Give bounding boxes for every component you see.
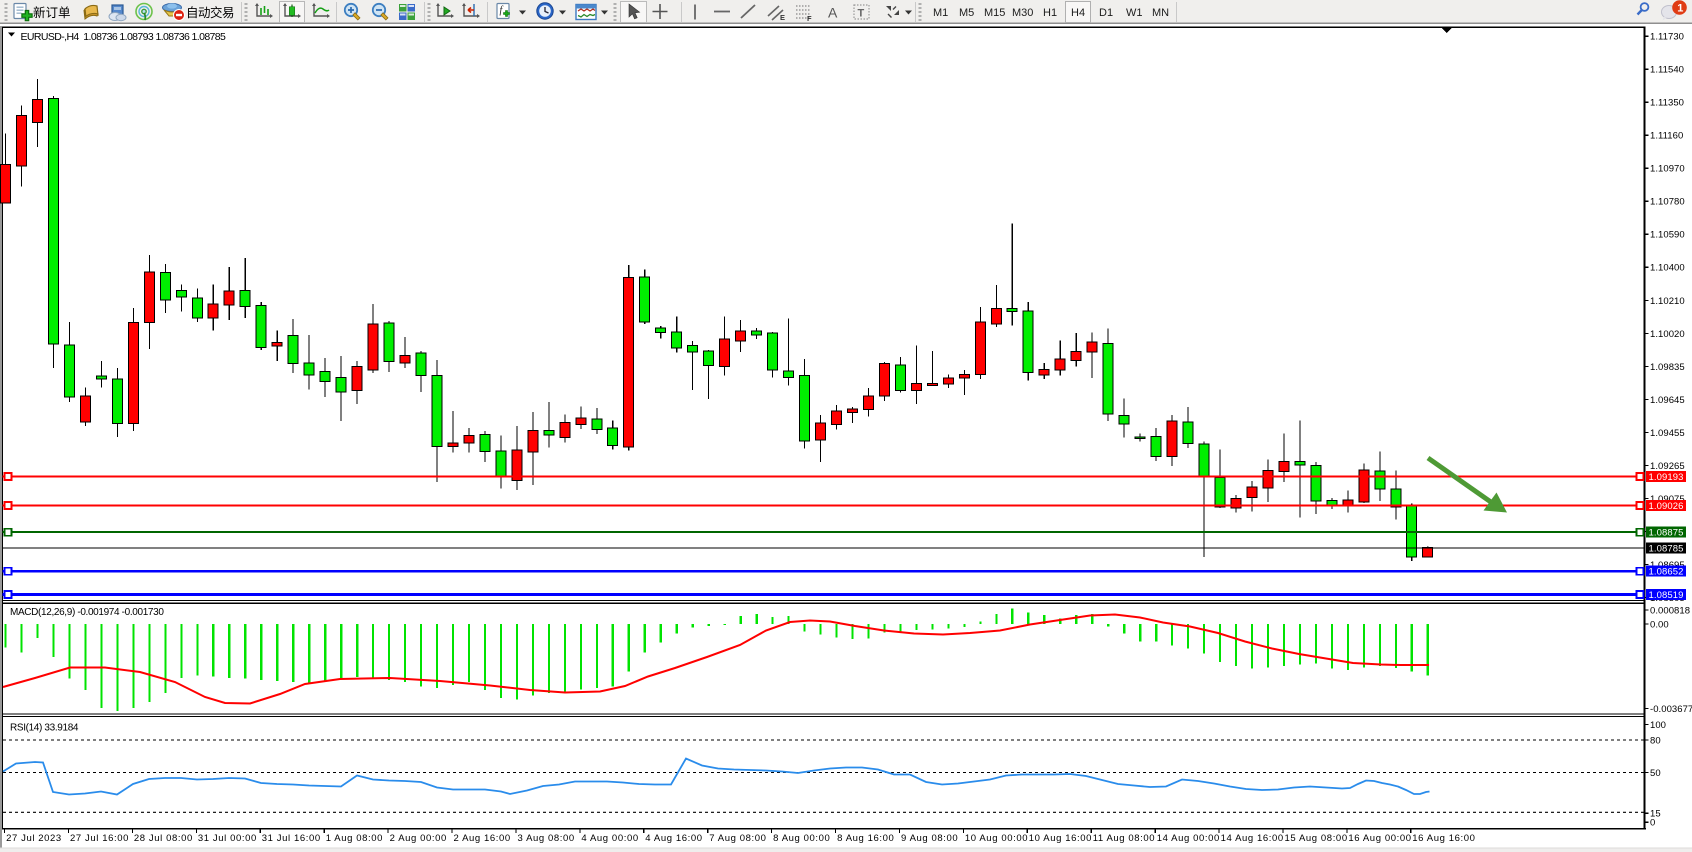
svg-text:1.08519: 1.08519 xyxy=(1649,590,1684,601)
svg-text:9 Aug 08:00: 9 Aug 08:00 xyxy=(901,833,958,844)
svg-text:8 Aug 16:00: 8 Aug 16:00 xyxy=(837,833,894,844)
svg-text:1 Aug 08:00: 1 Aug 08:00 xyxy=(326,833,383,844)
svg-text:H1: H1 xyxy=(1043,7,1057,19)
svg-text:F: F xyxy=(807,14,812,23)
svg-text:M15: M15 xyxy=(984,7,1005,19)
svg-text:f: f xyxy=(500,5,504,16)
svg-text:10 Aug 16:00: 10 Aug 16:00 xyxy=(1029,833,1092,844)
svg-text:16 Aug 16:00: 16 Aug 16:00 xyxy=(1412,833,1475,844)
svg-text:0.00: 0.00 xyxy=(1650,619,1669,630)
svg-text:31 Jul 00:00: 31 Jul 00:00 xyxy=(198,833,257,844)
svg-text:1.09193: 1.09193 xyxy=(1649,472,1684,483)
svg-text:1.09455: 1.09455 xyxy=(1650,428,1685,439)
svg-text:3 Aug 08:00: 3 Aug 08:00 xyxy=(518,833,575,844)
svg-text:新订单: 新订单 xyxy=(33,5,71,20)
svg-text:E: E xyxy=(780,13,785,22)
svg-text:1.08652: 1.08652 xyxy=(1649,567,1684,578)
svg-text:M1: M1 xyxy=(933,7,948,19)
svg-text:7 Aug 08:00: 7 Aug 08:00 xyxy=(709,833,766,844)
svg-text:-0.003677: -0.003677 xyxy=(1650,704,1692,715)
svg-text:1.09645: 1.09645 xyxy=(1650,395,1685,406)
svg-text:50: 50 xyxy=(1650,768,1661,779)
svg-text:1.09026: 1.09026 xyxy=(1649,501,1684,512)
svg-text:4 Aug 00:00: 4 Aug 00:00 xyxy=(581,833,638,844)
svg-text:16 Aug 00:00: 16 Aug 00:00 xyxy=(1348,833,1411,844)
svg-text:2 Aug 00:00: 2 Aug 00:00 xyxy=(390,833,447,844)
svg-text:RSI(14) 33.9184: RSI(14) 33.9184 xyxy=(10,723,79,734)
svg-text:1.10590: 1.10590 xyxy=(1650,230,1685,241)
svg-text:15 Aug 08:00: 15 Aug 08:00 xyxy=(1285,833,1348,844)
svg-text:10 Aug 00:00: 10 Aug 00:00 xyxy=(965,833,1028,844)
svg-text:15: 15 xyxy=(1650,809,1661,820)
svg-text:28 Jul 08:00: 28 Jul 08:00 xyxy=(134,833,193,844)
svg-text:1.10400: 1.10400 xyxy=(1650,263,1685,274)
svg-text:1.09265: 1.09265 xyxy=(1650,461,1685,472)
svg-text:1.10210: 1.10210 xyxy=(1650,296,1685,307)
svg-text:4 Aug 16:00: 4 Aug 16:00 xyxy=(645,833,702,844)
svg-text:M30: M30 xyxy=(1012,7,1033,19)
svg-text:100: 100 xyxy=(1650,720,1666,731)
svg-text:1.09835: 1.09835 xyxy=(1650,362,1685,373)
svg-text:1.08785: 1.08785 xyxy=(1649,544,1684,555)
svg-text:14 Aug 00:00: 14 Aug 00:00 xyxy=(1157,833,1220,844)
svg-text:1.11350: 1.11350 xyxy=(1650,98,1684,109)
svg-text:1.10020: 1.10020 xyxy=(1650,329,1685,340)
svg-text:H4: H4 xyxy=(1071,7,1085,19)
svg-text:31 Jul 16:00: 31 Jul 16:00 xyxy=(262,833,321,844)
svg-text:1.10780: 1.10780 xyxy=(1650,197,1685,208)
svg-text:2 Aug 16:00: 2 Aug 16:00 xyxy=(454,833,511,844)
svg-text:EURUSD-,H4 1.08736 1.08793 1.: EURUSD-,H4 1.08736 1.08793 1.08736 1.087… xyxy=(21,31,227,43)
svg-text:D1: D1 xyxy=(1099,7,1113,19)
svg-text:8 Aug 00:00: 8 Aug 00:00 xyxy=(773,833,830,844)
svg-text:1.08875: 1.08875 xyxy=(1649,528,1684,539)
svg-text:1.11540: 1.11540 xyxy=(1650,65,1684,76)
svg-text:1.10970: 1.10970 xyxy=(1650,164,1685,175)
svg-text:1.11160: 1.11160 xyxy=(1650,131,1683,142)
svg-text:27 Jul 2023: 27 Jul 2023 xyxy=(6,833,62,844)
svg-text:0.000818: 0.000818 xyxy=(1650,605,1690,616)
svg-text:0: 0 xyxy=(1650,818,1655,829)
svg-text:1.11730: 1.11730 xyxy=(1650,32,1684,43)
svg-text:A: A xyxy=(828,5,838,21)
svg-text:1: 1 xyxy=(1677,3,1683,15)
svg-text:80: 80 xyxy=(1650,735,1661,746)
svg-text:1.09075: 1.09075 xyxy=(1650,494,1685,505)
svg-text:27 Jul 16:00: 27 Jul 16:00 xyxy=(70,833,129,844)
svg-text:W1: W1 xyxy=(1126,7,1143,19)
svg-text:M5: M5 xyxy=(959,7,974,19)
svg-text:MN: MN xyxy=(1152,7,1169,19)
svg-text:自动交易: 自动交易 xyxy=(186,5,234,20)
svg-text:14 Aug 16:00: 14 Aug 16:00 xyxy=(1221,833,1284,844)
svg-text:MACD(12,26,9) -0.001974 -0.001: MACD(12,26,9) -0.001974 -0.001730 xyxy=(10,607,164,618)
svg-text:T: T xyxy=(858,8,865,20)
svg-text:11 Aug 08:00: 11 Aug 08:00 xyxy=(1093,833,1156,844)
svg-text:1.08695: 1.08695 xyxy=(1650,560,1685,571)
